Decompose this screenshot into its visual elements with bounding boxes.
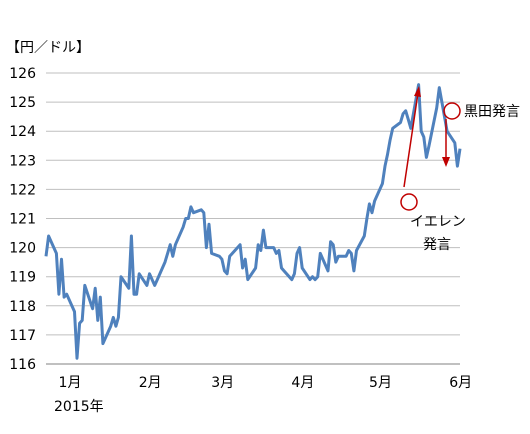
yellen-marker-circle	[400, 193, 418, 211]
yellen-label-line1: イエレン	[410, 214, 466, 230]
y-tick-label-117: 117	[9, 328, 36, 344]
y-tick-label-124: 124	[9, 124, 36, 140]
yellen-arrow	[403, 92, 419, 188]
y-tick-label-121: 121	[9, 212, 36, 228]
x-tick-label-2: 2月	[139, 375, 162, 391]
year-label: 2015年	[54, 399, 104, 415]
kuroda-marker-circle	[443, 102, 461, 120]
y-tick-label-118: 118	[9, 299, 36, 315]
x-tick-label-6: 6月	[449, 375, 472, 391]
y-tick-label-122: 122	[9, 182, 36, 198]
series-line-usd-jpy	[44, 83, 462, 360]
y-tick-label-126: 126	[9, 66, 36, 82]
x-tick-label-4: 4月	[291, 375, 314, 391]
y-tick-label-125: 125	[9, 95, 36, 111]
unit-label: 【円／ドル】	[6, 40, 90, 56]
yellen-arrow-head	[414, 86, 421, 97]
gridlines	[46, 72, 460, 336]
x-tick-labels: 1月 2月 3月 4月 5月 6月	[59, 375, 473, 391]
y-tick-label-116: 116	[9, 357, 36, 373]
x-tick-label-1: 1月	[59, 375, 82, 391]
y-tick-labels: 116 117 118 119 120 121 122 123 124 125 126	[9, 66, 36, 373]
y-tick-label-119: 119	[9, 270, 36, 286]
x-tick-label-5: 5月	[369, 375, 392, 391]
yellen-label-line2: 発言	[423, 237, 451, 253]
x-tick-label-3: 3月	[211, 375, 234, 391]
kuroda-arrow-head	[442, 157, 450, 167]
kuroda-label: 黒田発言	[464, 104, 520, 120]
y-tick-label-120: 120	[9, 241, 36, 257]
y-tick-label-123: 123	[9, 153, 36, 169]
